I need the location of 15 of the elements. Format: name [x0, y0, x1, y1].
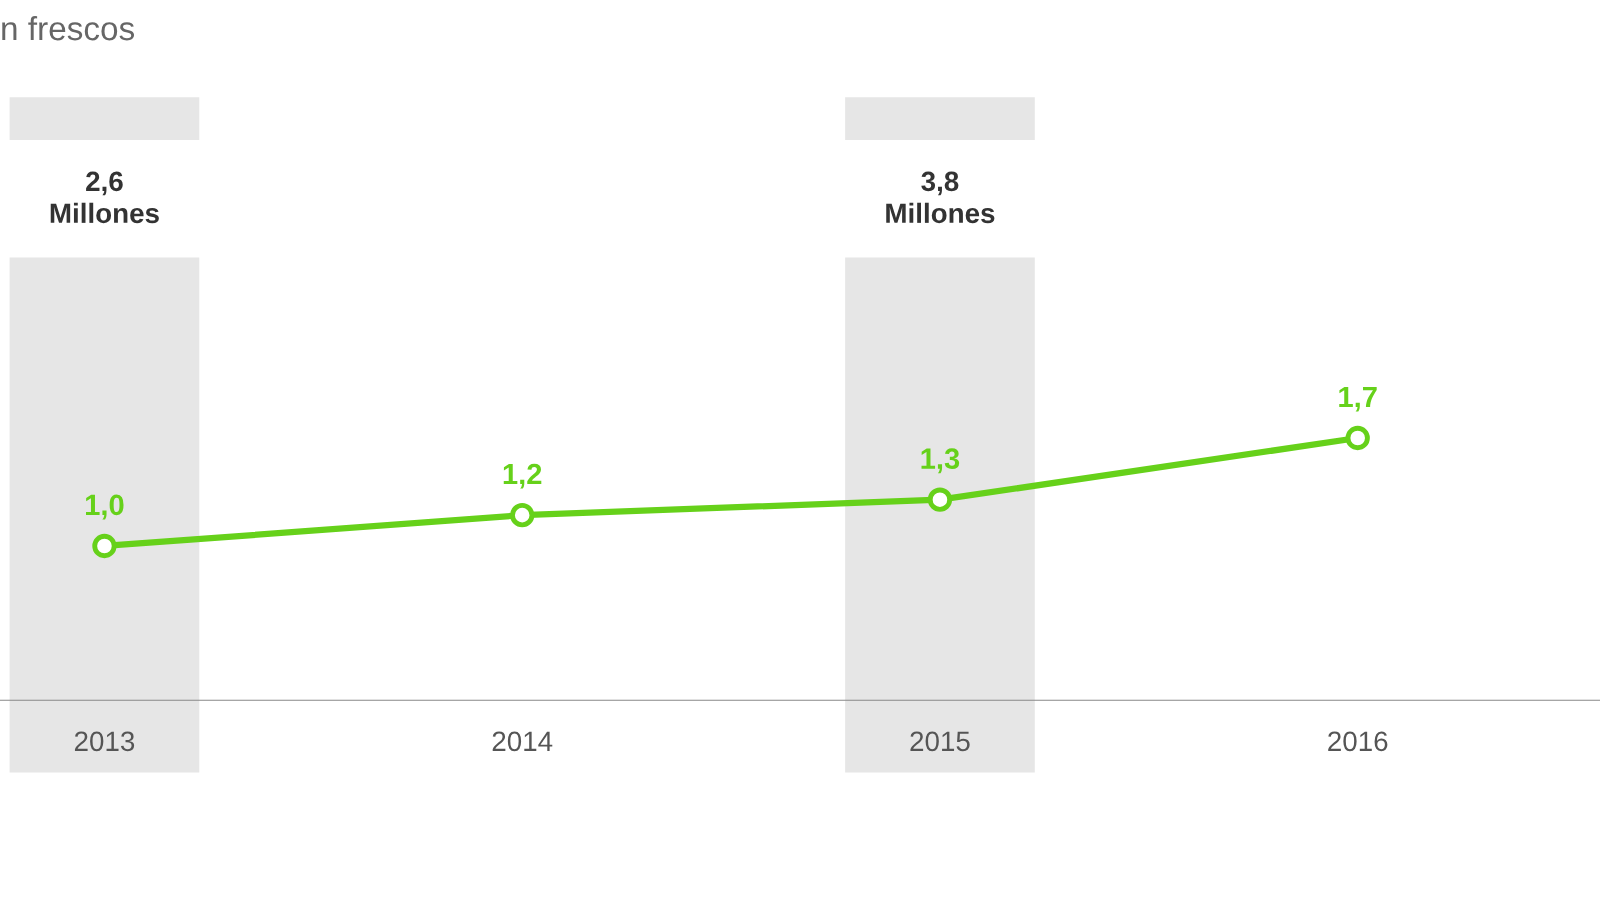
x-tick-label: 2014: [492, 731, 553, 752]
point: [92, 533, 117, 559]
point: [927, 487, 953, 512]
x-tick-label: 2013: [74, 731, 135, 752]
point: [1345, 425, 1370, 451]
band-label: 2,6 Millones: [50, 171, 159, 224]
data-label: 1,3: [921, 448, 960, 474]
x-tick-label: 2015: [910, 731, 970, 752]
data-label: 1,0: [86, 494, 124, 520]
chart-title: n frescos: [2, 16, 135, 41]
data-label: 1,7: [1339, 386, 1377, 412]
band-label: 3,8 Millones: [886, 171, 995, 224]
point: [510, 502, 535, 528]
x-tick-label: 2016: [1328, 731, 1388, 752]
data-label: 1,2: [503, 463, 542, 489]
